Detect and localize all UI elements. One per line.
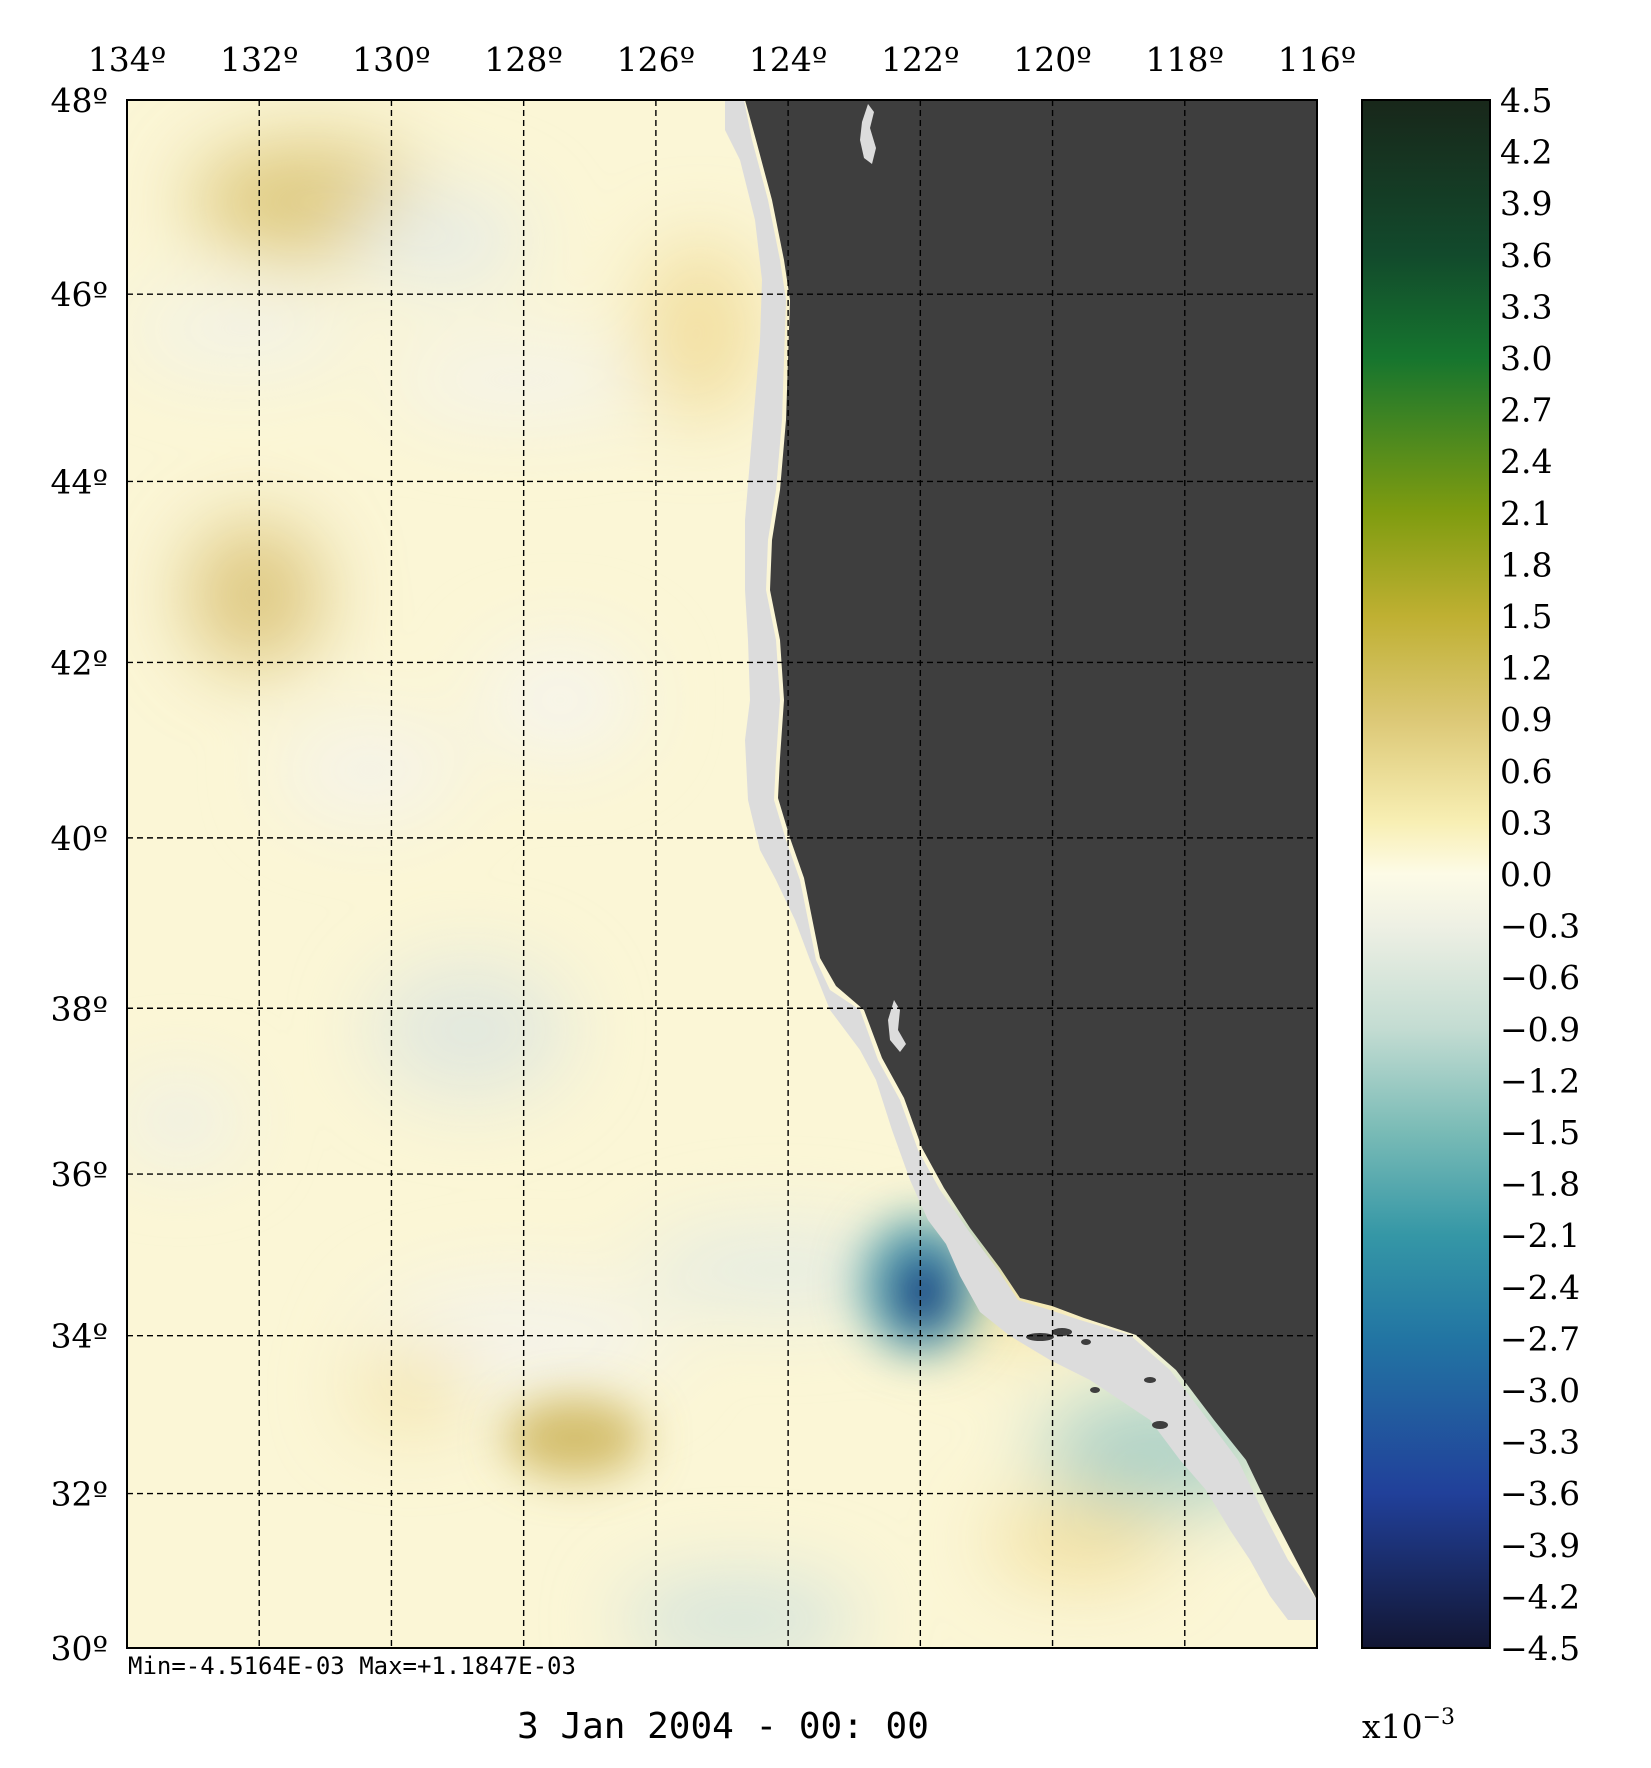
colorbar-tick-label: 4.5 [1500,81,1552,120]
latitude-label: 40º [50,819,108,858]
colorbar-tick-label: 3.6 [1500,236,1552,275]
colorbar-tick-label: −2.4 [1500,1268,1580,1307]
map-frame [126,99,1318,1649]
colorbar-tick-label: 1.2 [1500,649,1552,688]
colorbar-tick-label: 2.4 [1500,442,1552,481]
colorbar-tick-label: 1.8 [1500,545,1552,584]
longitude-label: 116º [1278,40,1357,79]
latitude-label: 48º [50,81,108,120]
colorbar-tick-label: −3.3 [1500,1423,1580,1462]
latitude-label: 34º [50,1317,108,1356]
longitude-label: 128º [484,40,563,79]
colorbar-tick-label: −0.9 [1500,1010,1580,1049]
colorbar-tick-label: −3.0 [1500,1371,1580,1410]
colorbar-tick-label: −1.5 [1500,1113,1580,1152]
colorbar-tick-label: 3.3 [1500,287,1552,326]
colorbar-tick-label: 2.1 [1500,494,1552,533]
colorbar-tick-label: −4.2 [1500,1577,1580,1616]
colorbar-tick-label: 0.6 [1500,752,1552,791]
latitude-labels: 48º 46º 44º 42º 40º 38º 36º 34º 32º 30º [50,81,108,1668]
coast-mask [725,100,1317,1620]
colorbar-tick-label: −3.6 [1500,1474,1580,1513]
colorbar-tick-label: 4.2 [1500,133,1552,172]
colorbar-tick-label: 0.9 [1500,700,1552,739]
latitude-label: 44º [50,462,108,501]
colorbar-tick-label: 1.5 [1500,597,1552,636]
colorbar [1361,99,1491,1649]
colorbar-tick-label: 2.7 [1500,391,1552,430]
latitude-label: 36º [50,1155,108,1194]
latitude-label: 32º [50,1475,108,1514]
colorbar-tick-label: 0.3 [1500,803,1552,842]
colorbar-tick-label: 3.0 [1500,339,1552,378]
colorbar-tick-label: −3.9 [1500,1526,1580,1565]
latitude-label: 42º [50,643,108,682]
latitude-label: 38º [50,989,108,1028]
longitude-labels: 134º 132º 130º 128º 126º 124º 122º 120º 118º 116º [88,40,1357,79]
longitude-label: 130º [352,40,431,79]
colorbar-tick-label: −2.1 [1500,1216,1580,1255]
colorbar-scale-base: x10 [1362,1707,1423,1746]
longitude-label: 122º [881,40,960,79]
colorbar-scale-exponent: −3 [1423,1705,1455,1730]
colorbar-tick-label: −0.6 [1500,958,1580,997]
date-title: 3 Jan 2004 - 00: 00 [517,1706,929,1747]
colorbar-tick-label: −1.8 [1500,1165,1580,1204]
land-area [725,100,1317,1620]
colorbar-tick-label: −0.3 [1500,907,1580,946]
longitude-label: 134º [88,40,167,79]
grid-lines [127,100,1317,1648]
colorbar-tick-label: 3.9 [1500,184,1552,223]
land-mass [745,100,1317,1600]
longitude-label: 120º [1013,40,1092,79]
colorbar-scale: x10−3 [1362,1705,1455,1746]
latitude-label: 30º [50,1629,108,1668]
longitude-label: 118º [1146,40,1225,79]
colorbar-tick-label: −2.7 [1500,1319,1580,1358]
colorbar-labels: 4.5 4.2 3.9 3.6 3.3 3.0 2.7 2.4 2.1 1.8 1.5 1.2 0.9 0… [1500,81,1580,1668]
colorbar-tick-label: −4.5 [1500,1629,1580,1668]
colorbar-tick-label: 0.0 [1500,855,1552,894]
colorbar-tick-label: −1.2 [1500,1061,1580,1100]
latitude-label: 46º [50,275,108,314]
longitude-label: 132º [220,40,299,79]
longitude-label: 124º [749,40,828,79]
longitude-label: 126º [617,40,696,79]
min-max-stats: Min=-4.5164E-03 Max=+1.1847E-03 [128,1652,576,1680]
